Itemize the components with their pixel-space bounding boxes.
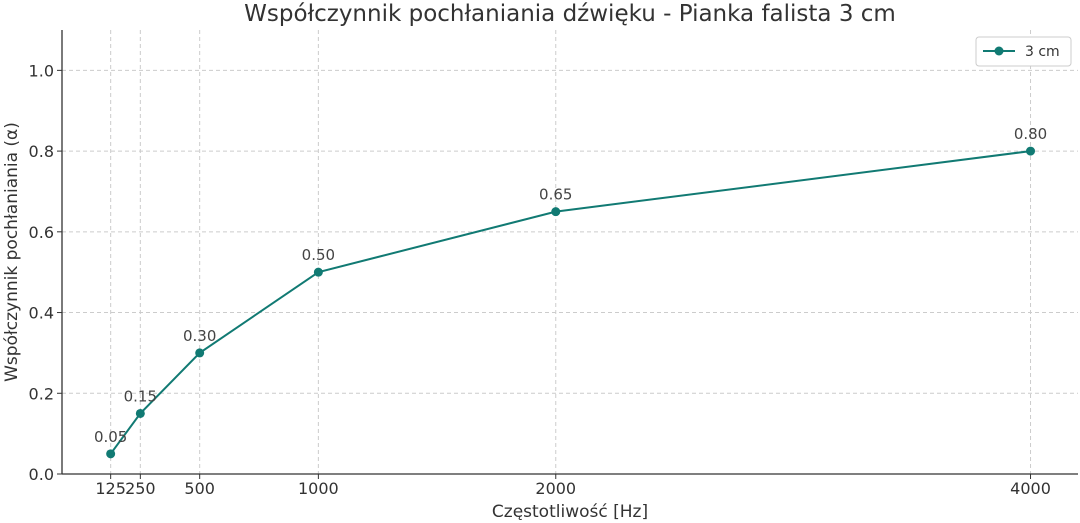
legend-label: 3 cm — [1025, 44, 1060, 60]
data-point — [106, 449, 116, 459]
series-layer — [106, 146, 1036, 459]
data-point — [135, 408, 145, 418]
x-tick-label: 500 — [184, 479, 215, 498]
data-point — [1026, 146, 1036, 156]
legend: 3 cm — [975, 36, 1072, 67]
legend-box — [975, 36, 1072, 67]
y-axis-label: Współczynnik pochłaniania (α) — [2, 122, 22, 382]
series-line — [109, 150, 1031, 455]
x-tick-label: 125 — [95, 479, 126, 498]
y-tick-label: 0.4 — [29, 304, 54, 323]
data-label: 0.50 — [302, 246, 335, 264]
legend-marker — [994, 46, 1004, 56]
labels-layer: 0.05 0.15 0.30 0.50 0.65 0.80 — [94, 125, 1047, 446]
x-tick-label: 4000 — [1010, 479, 1051, 498]
y-tick-label: 0.2 — [29, 384, 54, 403]
y-tick-label: 0.6 — [29, 223, 54, 242]
data-label: 0.65 — [539, 186, 572, 204]
y-tick-label: 0.8 — [29, 142, 54, 161]
data-label: 0.15 — [124, 387, 157, 405]
data-label: 0.30 — [183, 327, 216, 345]
ticks-layer: 125 250 500 1000 2000 4000 0.0 0.2 0.4 0.6 0.8 1.0 — [29, 61, 1051, 498]
y-tick-label: 0.0 — [29, 465, 54, 484]
data-point — [195, 348, 205, 358]
x-tick-label: 1000 — [298, 479, 339, 498]
y-tick-label: 1.0 — [29, 61, 54, 80]
x-tick-label: 250 — [125, 479, 156, 498]
data-label: 0.05 — [94, 428, 127, 446]
x-tick-label: 2000 — [535, 479, 576, 498]
grid-layer — [62, 30, 1078, 475]
data-point — [313, 267, 323, 277]
axes-layer — [61, 30, 1078, 475]
chart-title: Współczynnik pochłaniania dźwięku - Pian… — [244, 1, 896, 27]
x-axis-label: Częstotliwość [Hz] — [492, 502, 648, 522]
data-label: 0.80 — [1014, 125, 1047, 143]
data-point — [551, 207, 561, 217]
